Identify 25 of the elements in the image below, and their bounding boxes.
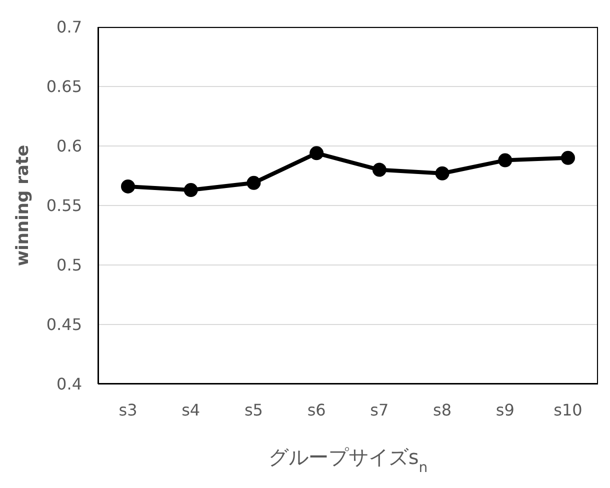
y-tick-label: 0.55 [46, 196, 82, 216]
point [498, 153, 512, 168]
x-tick-label: s9 [496, 400, 514, 420]
point [435, 166, 450, 180]
y-tick-label: 0.4 [56, 374, 82, 394]
y-axis-title: winning rate [13, 144, 33, 266]
point [246, 176, 261, 190]
y-tick-label: 0.7 [56, 18, 82, 37]
x-tick-label: s5 [244, 400, 263, 420]
y-tick-label: 0.5 [56, 256, 82, 275]
x-tick-label: s6 [307, 400, 326, 420]
x-tick-label: s7 [370, 400, 389, 420]
point [561, 150, 575, 165]
y-tick-label: 0.6 [56, 136, 82, 156]
y-tick-label: 0.65 [46, 77, 82, 96]
point [121, 179, 135, 194]
point [310, 146, 324, 160]
y-tick-label: 0.45 [46, 315, 82, 334]
x-axis-title: グループサイズs$_{n}$ [268, 445, 428, 476]
point [372, 162, 386, 177]
x-tick-label: s10 [554, 400, 582, 420]
x-tick-label: s8 [433, 400, 452, 420]
x-tick-label: s3 [118, 400, 138, 420]
x-tick-label: s4 [182, 400, 200, 420]
point [184, 183, 198, 198]
